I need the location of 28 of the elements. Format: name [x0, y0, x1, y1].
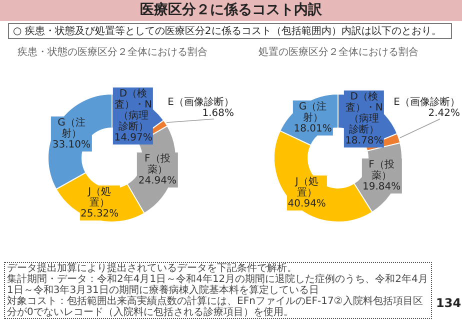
slice-label: E（画像診断）	[394, 97, 460, 108]
data-label: 24.94%	[138, 176, 176, 187]
data-label: 18.01%	[294, 124, 332, 135]
chart-title: 疾患・状態の医療区分２全体における割合	[16, 46, 208, 59]
text: 集計期間・データ：令和2年4月1日～令和4年12月の期間に退院した症例のうち、令和2年4月1日～令和3年3月31日の期間に療養病棟入院基本料を算定している日	[7, 274, 429, 296]
text: ○ 疾患・状態及び処置等としての医療区分2に係るコスト（包括範囲内）内訳は以下のとおり。	[8, 23, 452, 39]
slice-label: E（画像診断）	[168, 97, 234, 108]
slice-label: J（処置）	[294, 176, 320, 199]
slice-label: D（検査）・N（病理診断）	[345, 91, 384, 136]
slice-label: D（検査）・N（病理診断）	[114, 88, 152, 133]
text: データ提出加算により提出されているデータを下記条件で解析。	[7, 263, 298, 274]
text: 医療区分２に係るコスト内訳	[0, 0, 462, 21]
slice-label: J（処置）	[86, 186, 112, 209]
chart-title: 処置の医療区分２全体における割合	[258, 46, 420, 59]
data-label: 1.68%	[202, 108, 234, 119]
slice-label: G（注射）	[298, 102, 328, 124]
text: 対象コスト：包括範囲出来高実績点数の計算には、EFnファイルのEF-17②入院料包括項目区分が0でないレコード（入院料に包括される診療項目）を使用。	[7, 296, 424, 318]
data-label: 33.10%	[52, 140, 91, 151]
data-label: 18.78%	[345, 135, 384, 146]
data-label: 14.97%	[114, 132, 152, 144]
text: 134	[436, 296, 462, 310]
slice-label: F（投薬）	[144, 154, 172, 176]
slice-label: G（注射）	[56, 118, 86, 140]
data-label: 19.84%	[362, 181, 401, 192]
data-label: 25.32%	[80, 208, 119, 220]
data-label: 40.94%	[288, 198, 326, 210]
data-label: 2.42%	[428, 108, 460, 119]
slice-label: F（投薬）	[368, 159, 396, 182]
